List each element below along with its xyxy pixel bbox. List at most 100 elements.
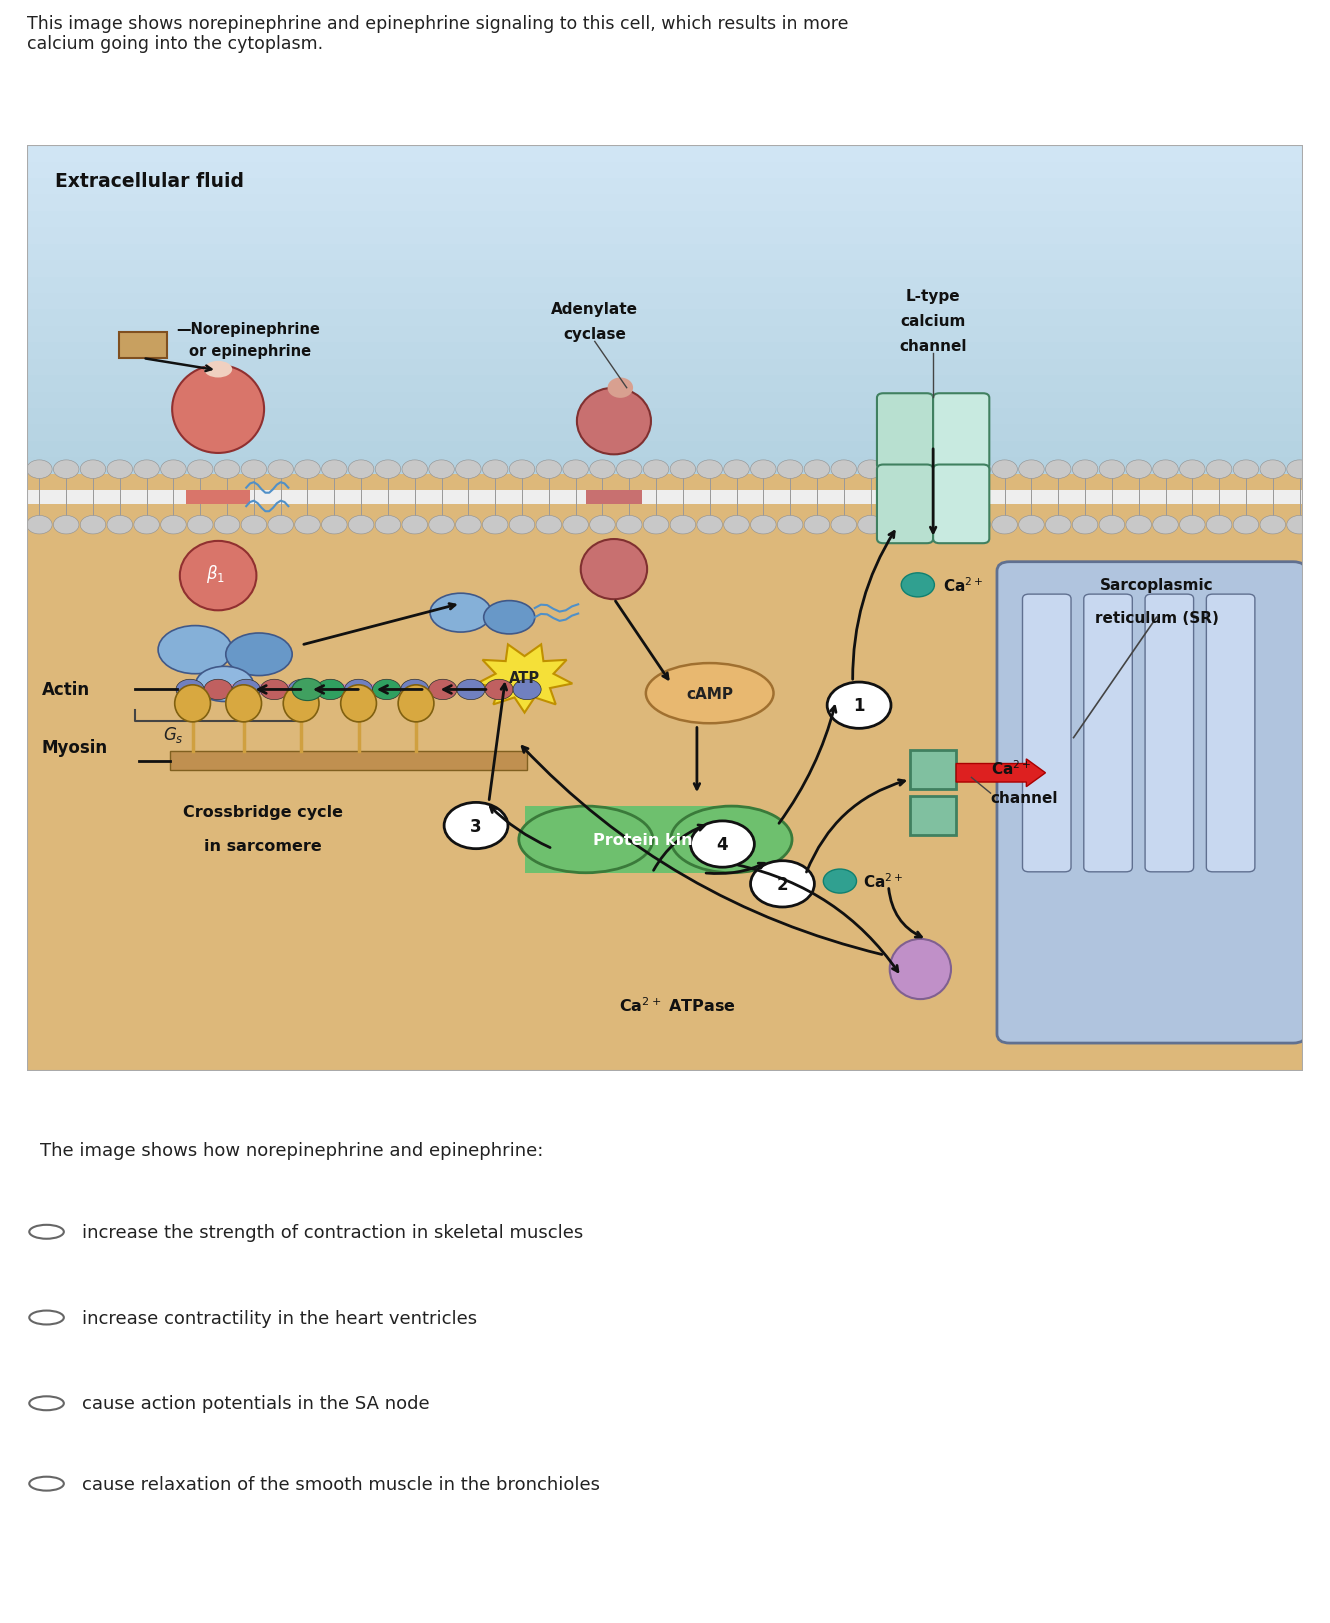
Ellipse shape	[158, 626, 233, 674]
Bar	[27, 299, 1303, 310]
Circle shape	[805, 461, 830, 479]
Circle shape	[509, 461, 535, 479]
Bar	[27, 377, 1303, 393]
Circle shape	[188, 461, 213, 479]
Circle shape	[29, 1225, 64, 1238]
FancyBboxPatch shape	[1145, 594, 1193, 872]
Text: —Norepinephrine: —Norepinephrine	[176, 321, 319, 336]
Circle shape	[536, 516, 561, 534]
Circle shape	[317, 680, 344, 700]
Circle shape	[938, 516, 964, 534]
Circle shape	[697, 516, 722, 534]
Circle shape	[1045, 461, 1071, 479]
Bar	[27, 278, 1303, 294]
Ellipse shape	[203, 362, 233, 378]
Circle shape	[823, 870, 857, 894]
Circle shape	[509, 516, 535, 534]
Text: Extracellular fluid: Extracellular fluid	[55, 172, 243, 192]
Text: Ca$^{2+}$: Ca$^{2+}$	[943, 576, 984, 596]
Circle shape	[563, 516, 588, 534]
Bar	[118, 333, 168, 359]
Bar	[27, 398, 1303, 409]
Text: $G_s$: $G_s$	[164, 724, 184, 745]
Ellipse shape	[172, 365, 265, 454]
Bar	[27, 342, 1303, 360]
Ellipse shape	[340, 685, 376, 722]
Bar	[27, 201, 1303, 211]
Text: reticulum (SR): reticulum (SR)	[1095, 610, 1218, 625]
Bar	[205, 685, 384, 696]
Circle shape	[670, 516, 696, 534]
FancyBboxPatch shape	[934, 394, 990, 471]
Circle shape	[214, 461, 239, 479]
Circle shape	[1072, 516, 1097, 534]
Circle shape	[80, 461, 106, 479]
Text: increase the strength of contraction in skeletal muscles: increase the strength of contraction in …	[82, 1224, 584, 1242]
Bar	[27, 464, 1303, 474]
Bar	[27, 386, 1303, 398]
Circle shape	[106, 516, 133, 534]
FancyBboxPatch shape	[1023, 594, 1071, 872]
Bar	[27, 211, 1303, 222]
Circle shape	[241, 516, 266, 534]
FancyBboxPatch shape	[876, 466, 934, 544]
Bar	[27, 430, 1303, 441]
Circle shape	[176, 680, 203, 700]
Circle shape	[1233, 516, 1258, 534]
Ellipse shape	[430, 594, 491, 633]
Circle shape	[884, 461, 910, 479]
Circle shape	[161, 516, 186, 534]
Ellipse shape	[398, 685, 434, 722]
Circle shape	[1127, 516, 1152, 534]
Ellipse shape	[484, 601, 535, 635]
Bar	[910, 750, 956, 789]
Circle shape	[322, 461, 347, 479]
Bar	[27, 409, 1303, 425]
Circle shape	[1287, 516, 1313, 534]
Circle shape	[322, 516, 347, 534]
Circle shape	[805, 516, 830, 534]
Circle shape	[831, 516, 857, 534]
Bar	[27, 474, 1303, 1071]
Circle shape	[289, 680, 317, 700]
Circle shape	[233, 680, 261, 700]
Bar	[27, 190, 1303, 201]
Bar	[27, 393, 1303, 409]
Circle shape	[214, 516, 239, 534]
Circle shape	[375, 516, 400, 534]
Circle shape	[1206, 516, 1232, 534]
Bar	[27, 342, 1303, 354]
Bar	[910, 797, 956, 836]
Bar	[27, 261, 1303, 278]
Ellipse shape	[646, 664, 774, 724]
Bar	[27, 458, 1303, 474]
Circle shape	[1233, 461, 1258, 479]
Text: cause action potentials in the SA node: cause action potentials in the SA node	[82, 1394, 430, 1412]
Circle shape	[293, 678, 323, 701]
Circle shape	[966, 461, 991, 479]
Bar	[524, 807, 722, 873]
Bar	[27, 354, 1303, 365]
Circle shape	[428, 461, 455, 479]
Text: cause relaxation of the smooth muscle in the bronchioles: cause relaxation of the smooth muscle in…	[82, 1475, 600, 1493]
Circle shape	[1153, 461, 1178, 479]
Circle shape	[750, 461, 777, 479]
Bar	[27, 441, 1303, 453]
Bar	[27, 222, 1303, 234]
Circle shape	[485, 680, 513, 700]
Ellipse shape	[577, 388, 650, 454]
Circle shape	[27, 516, 52, 534]
FancyBboxPatch shape	[998, 562, 1306, 1044]
Ellipse shape	[226, 633, 293, 677]
Text: Crossbridge cycle: Crossbridge cycle	[182, 805, 343, 820]
Ellipse shape	[670, 807, 793, 873]
Circle shape	[456, 516, 481, 534]
Circle shape	[29, 1311, 64, 1324]
Circle shape	[777, 461, 803, 479]
Circle shape	[267, 516, 294, 534]
Bar	[170, 751, 527, 771]
FancyBboxPatch shape	[1206, 594, 1256, 872]
Bar	[27, 245, 1303, 255]
Ellipse shape	[890, 940, 951, 1000]
Circle shape	[1180, 461, 1205, 479]
